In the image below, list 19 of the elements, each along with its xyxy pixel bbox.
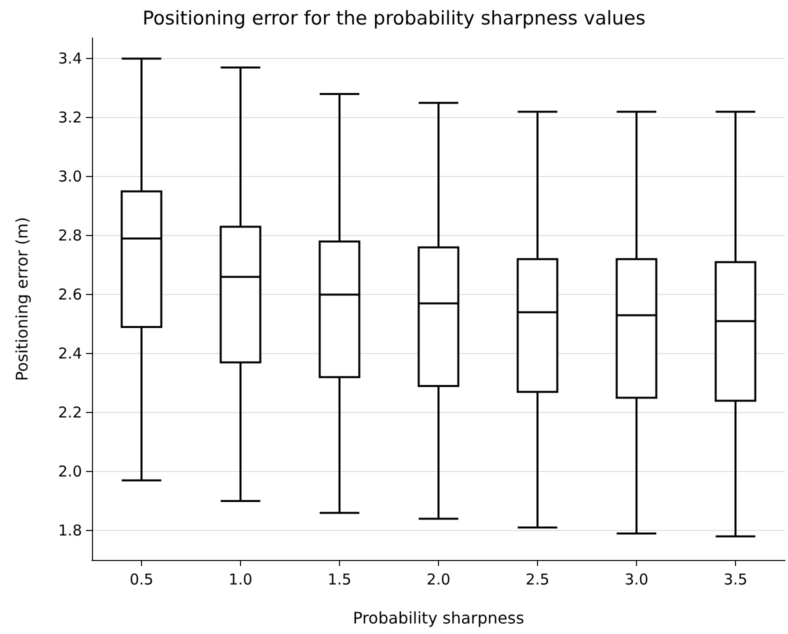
x-tick-label: 0.5 xyxy=(130,570,154,588)
y-tick-label: 2.6 xyxy=(58,286,82,304)
y-tick-label: 3.4 xyxy=(58,50,82,68)
y-tick-label: 1.8 xyxy=(58,522,82,540)
x-tick-label: 3.0 xyxy=(624,570,648,588)
y-tick-label: 2.2 xyxy=(58,404,82,422)
x-tick-label: 2.5 xyxy=(526,570,550,588)
chart-title: Positioning error for the probability sharpness values xyxy=(142,8,646,30)
y-tick-label: 2.8 xyxy=(58,226,82,245)
x-tick-label: 3.5 xyxy=(724,570,748,588)
y-tick-label: 3.0 xyxy=(58,168,82,186)
y-tick-label: 2.0 xyxy=(58,462,82,481)
y-axis-title: Positioning error (m) xyxy=(12,216,32,382)
x-axis-title: Probability sharpness xyxy=(352,608,524,628)
x-tick-label: 2.0 xyxy=(426,570,450,588)
y-tick-label: 3.2 xyxy=(58,108,82,127)
x-tick-label: 1.0 xyxy=(228,570,252,588)
y-tick-label: 2.4 xyxy=(58,344,82,363)
x-tick-label: 1.5 xyxy=(328,570,352,588)
